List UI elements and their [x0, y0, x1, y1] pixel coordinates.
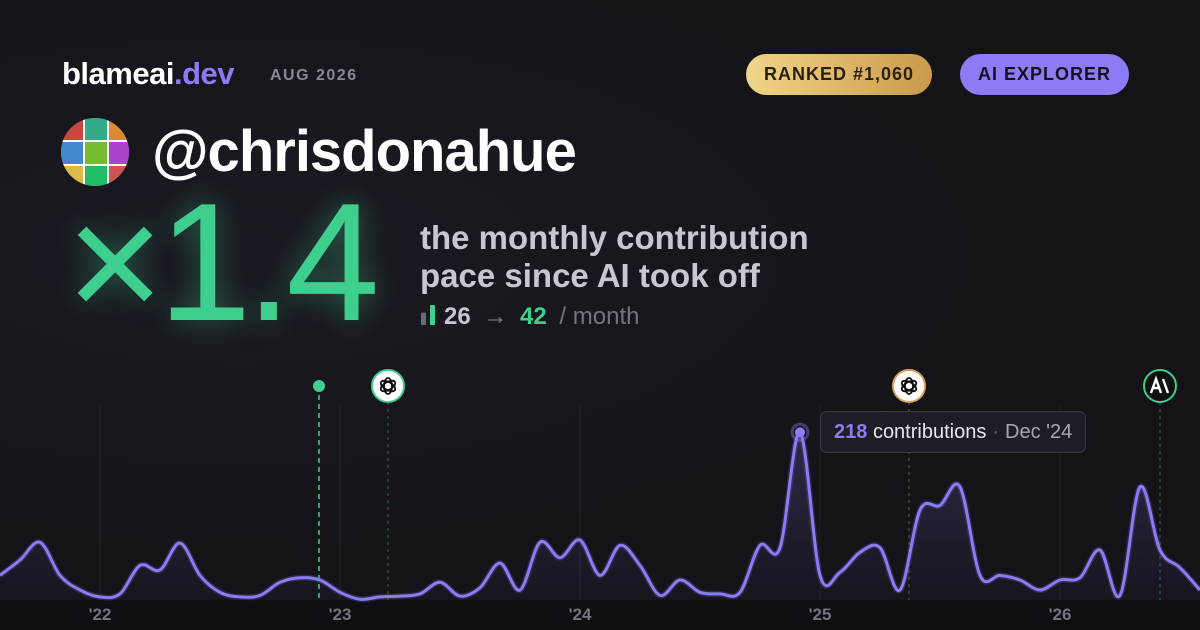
- anthropic-icon: [1143, 369, 1177, 403]
- openai-icon: [371, 369, 405, 403]
- mini-bars: [421, 305, 435, 325]
- rank-badge: RANKED #1,060: [746, 54, 933, 95]
- ai-takeoff-dot: [313, 380, 325, 392]
- peak-ring: [790, 422, 810, 442]
- event-markers: [371, 369, 1177, 600]
- peak-dot: [795, 427, 805, 438]
- unit: / month: [559, 303, 640, 330]
- after-bar: [430, 305, 435, 325]
- arrow: →: [483, 303, 508, 330]
- description: the monthly contribution pace since AI t…: [420, 219, 809, 294]
- openai-icon: [892, 369, 926, 403]
- x-tick-label: '23: [329, 605, 352, 624]
- x-tick-label: '25: [809, 605, 832, 624]
- area: [0, 432, 1200, 600]
- x-tick-label: '24: [569, 605, 592, 624]
- tooltip-value: 218: [834, 421, 868, 444]
- line: [0, 430, 1200, 601]
- x-tick-label: '26: [1049, 605, 1072, 624]
- stats: 26 → 42 / month: [420, 303, 645, 331]
- tooltip-label: contributions: [872, 421, 987, 444]
- multiplier: ×1.4: [66, 168, 380, 356]
- tooltip-separator: ·: [992, 421, 1000, 444]
- x-tick-label: '22: [89, 605, 112, 624]
- date: AUG 2026: [270, 67, 358, 84]
- before-bar: [421, 312, 426, 325]
- before: 26: [444, 303, 471, 330]
- brand: blameai.dev: [62, 56, 234, 92]
- username: @chrisdonahue: [152, 119, 577, 184]
- axis-band: [0, 600, 1200, 630]
- role-badge: AI EXPLORER: [960, 54, 1130, 95]
- brand-tld: .dev: [173, 56, 235, 91]
- after: 42: [520, 303, 547, 330]
- avatar: [61, 118, 129, 186]
- tooltip-date: Dec '24: [1005, 421, 1073, 444]
- tooltip: 218 contributions · Dec '24: [820, 411, 1087, 454]
- brand-name: blameai: [62, 56, 174, 91]
